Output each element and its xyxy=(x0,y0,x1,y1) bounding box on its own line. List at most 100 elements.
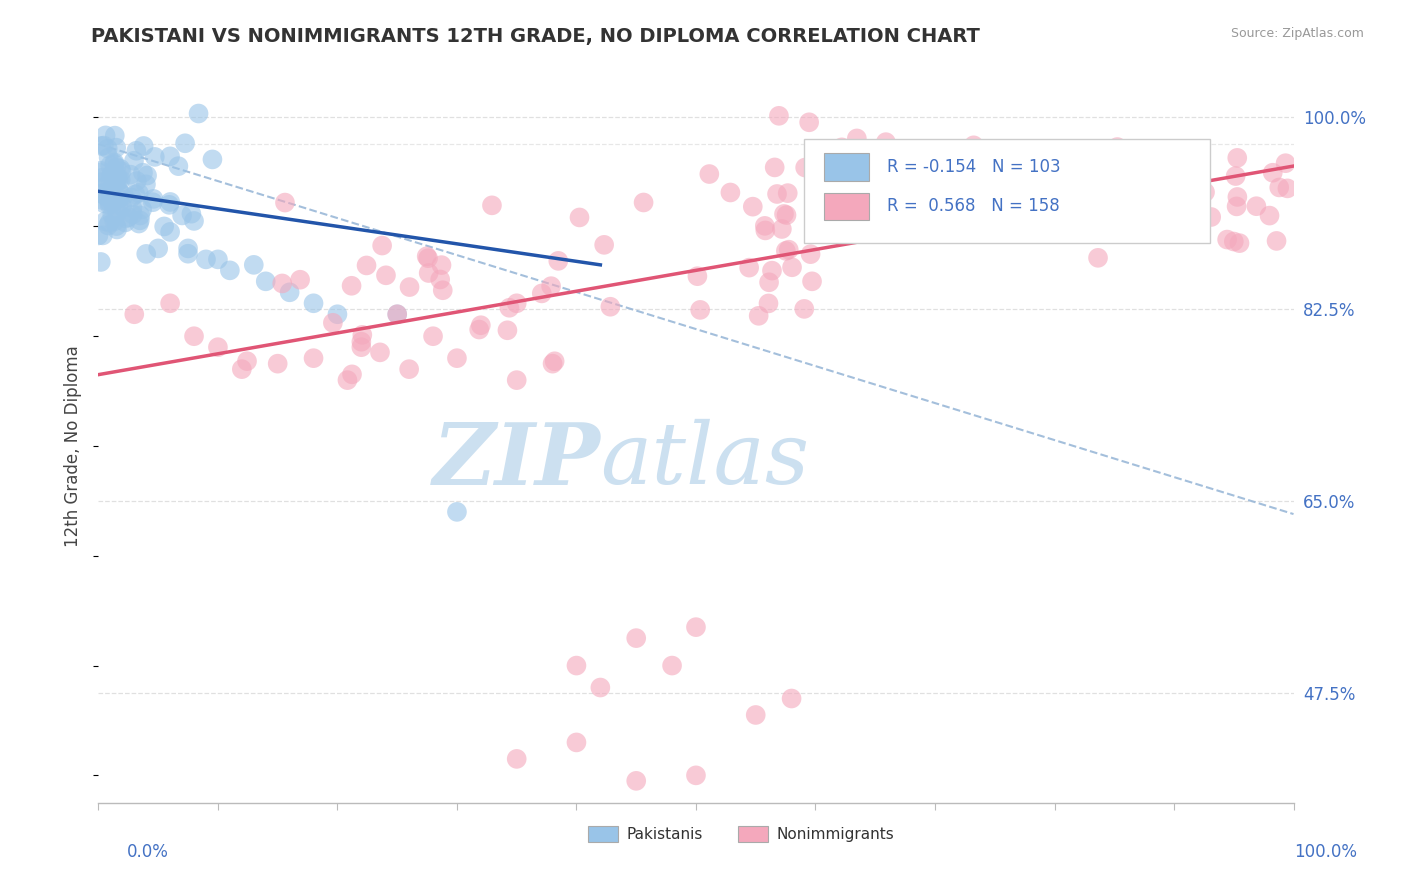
Point xyxy=(738,260,761,275)
Point xyxy=(898,163,921,178)
Point xyxy=(763,161,786,175)
Point xyxy=(834,183,856,197)
Point xyxy=(993,199,1015,213)
Point xyxy=(125,174,148,188)
Point xyxy=(100,168,122,182)
Point xyxy=(195,252,218,267)
Point xyxy=(506,373,529,387)
Point xyxy=(98,198,121,212)
Point xyxy=(599,300,621,314)
Point xyxy=(972,166,994,180)
Point xyxy=(98,216,121,230)
Point xyxy=(121,201,143,215)
Point xyxy=(824,179,846,194)
Point xyxy=(766,186,789,201)
Point xyxy=(207,252,229,267)
Point xyxy=(1223,235,1246,249)
Point xyxy=(626,631,648,645)
Point xyxy=(177,241,200,255)
Point xyxy=(302,351,325,366)
Point xyxy=(371,238,394,252)
Point xyxy=(180,207,202,221)
Point xyxy=(104,128,127,143)
Point xyxy=(104,171,127,186)
Point xyxy=(183,214,205,228)
Point xyxy=(1046,160,1069,174)
Point xyxy=(776,186,799,201)
Text: R = -0.154   N = 103: R = -0.154 N = 103 xyxy=(887,158,1060,176)
Point xyxy=(1128,206,1150,220)
Point xyxy=(340,368,363,382)
Point xyxy=(530,286,553,301)
Point xyxy=(1083,216,1105,230)
Point xyxy=(1261,166,1284,180)
Point xyxy=(661,658,683,673)
Point xyxy=(117,210,139,224)
Point xyxy=(773,207,796,221)
Y-axis label: 12th Grade, No Diploma: 12th Grade, No Diploma xyxy=(65,345,83,547)
Point xyxy=(565,735,588,749)
Point xyxy=(1045,180,1067,194)
Point xyxy=(1194,185,1216,199)
Point xyxy=(110,161,132,176)
Point xyxy=(568,211,591,225)
Point xyxy=(87,228,110,243)
Point xyxy=(943,177,966,191)
Point xyxy=(142,192,165,206)
Point xyxy=(418,266,440,280)
Text: 0.0%: 0.0% xyxy=(127,843,169,861)
Point xyxy=(159,194,181,209)
Point xyxy=(685,620,707,634)
Point xyxy=(1277,181,1299,195)
Point xyxy=(770,222,793,236)
Point xyxy=(689,302,711,317)
Point xyxy=(288,273,311,287)
Point xyxy=(1226,199,1249,213)
Point xyxy=(1216,233,1239,247)
Point xyxy=(105,219,128,233)
FancyBboxPatch shape xyxy=(738,826,768,842)
Point xyxy=(110,186,132,201)
Point xyxy=(385,307,409,321)
Point xyxy=(1029,180,1052,194)
Point xyxy=(741,200,763,214)
Point xyxy=(1163,175,1185,189)
Point xyxy=(89,176,111,190)
Point xyxy=(1268,180,1291,194)
Point xyxy=(157,198,180,212)
Point xyxy=(626,773,648,788)
Point xyxy=(748,309,770,323)
Point xyxy=(845,131,868,145)
Point xyxy=(112,188,135,202)
Point xyxy=(231,362,253,376)
Point xyxy=(593,237,616,252)
Text: atlas: atlas xyxy=(600,419,810,501)
Point xyxy=(108,184,131,198)
Point xyxy=(219,263,242,277)
Point xyxy=(589,681,612,695)
Point xyxy=(1098,209,1121,223)
Point xyxy=(183,329,205,343)
Point xyxy=(398,280,420,294)
Point xyxy=(1226,151,1249,165)
Point xyxy=(754,219,776,233)
Point xyxy=(1036,176,1059,190)
Point xyxy=(541,357,564,371)
Point xyxy=(1189,211,1212,225)
Point xyxy=(148,241,170,255)
Point xyxy=(939,217,962,231)
Point xyxy=(1112,196,1135,211)
Point xyxy=(93,196,115,211)
Point xyxy=(278,285,301,300)
Point xyxy=(121,207,143,221)
Point xyxy=(352,327,374,342)
Text: 100.0%: 100.0% xyxy=(1294,843,1357,861)
Point xyxy=(129,209,152,223)
Point xyxy=(368,345,391,359)
Point xyxy=(1066,219,1088,234)
Text: Source: ZipAtlas.com: Source: ZipAtlas.com xyxy=(1230,27,1364,40)
Point xyxy=(1064,192,1087,206)
Point xyxy=(120,168,142,182)
Point xyxy=(101,168,124,182)
Point xyxy=(817,156,839,170)
